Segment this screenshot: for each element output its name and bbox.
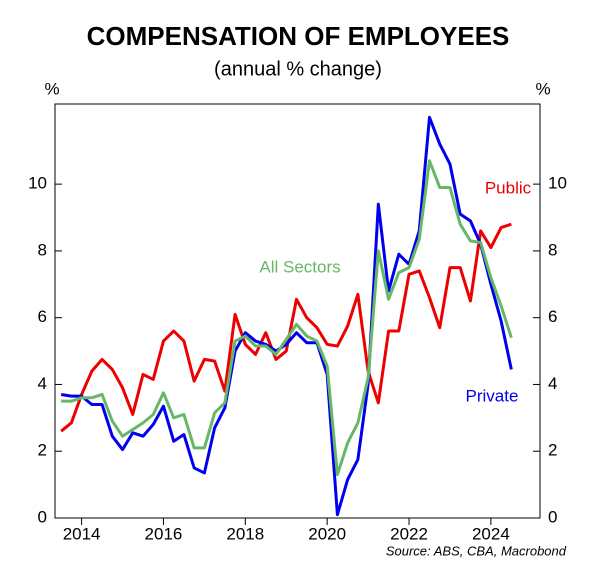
y-tick-label: 8 xyxy=(38,240,47,259)
series-line xyxy=(61,159,513,477)
series-label: Private xyxy=(466,386,519,405)
source-note: Source: ABS, CBA, Macrobond xyxy=(386,543,567,558)
series-line xyxy=(60,115,513,517)
x-tick-label: 2022 xyxy=(390,524,428,543)
x-tick-label: 2024 xyxy=(472,524,510,543)
series-line xyxy=(60,222,512,433)
series-label: All Sectors xyxy=(259,257,340,276)
chart-subtitle: (annual % change) xyxy=(214,58,382,80)
y2-axis-label: % xyxy=(535,79,550,98)
x-tick-label: 2014 xyxy=(63,524,101,543)
y2-tick-label: 6 xyxy=(548,307,557,326)
y-axis-label: % xyxy=(44,79,59,98)
y-tick-label: 6 xyxy=(38,307,47,326)
y-tick-label: 4 xyxy=(38,374,47,393)
x-tick-label: 2020 xyxy=(308,524,346,543)
y2-tick-label: 2 xyxy=(548,441,557,460)
y2-tick-label: 8 xyxy=(548,240,557,259)
y2-tick-label: 0 xyxy=(548,507,557,526)
y-tick-label: 10 xyxy=(28,174,47,193)
y2-tick-label: 4 xyxy=(548,374,557,393)
y-tick-label: 2 xyxy=(38,441,47,460)
x-tick-label: 2018 xyxy=(226,524,264,543)
series-label: Public xyxy=(485,178,532,197)
chart-title: COMPENSATION OF EMPLOYEES xyxy=(87,21,510,51)
plot-frame xyxy=(54,103,541,519)
x-tick-label: 2016 xyxy=(145,524,183,543)
y2-tick-label: 10 xyxy=(548,174,567,193)
y-tick-label: 0 xyxy=(38,507,47,526)
